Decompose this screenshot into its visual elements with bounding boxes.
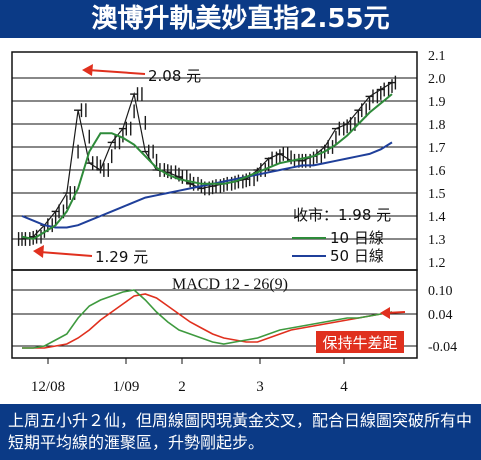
price-y-tick: 1.9 — [428, 95, 446, 110]
caption-bar: 上周五小升２仙，但周線圖閃現黃金交叉，配合日線圖突破所有中短期平均線的滙聚區，升… — [0, 404, 481, 460]
x-tick-label: 2 — [178, 379, 186, 395]
ma50-line — [21, 141, 393, 229]
low-annotation: 1.29 元 — [95, 248, 148, 266]
macd-y-tick: 0.04 — [428, 308, 453, 323]
legend-ma50-label: 50 日線 — [330, 247, 384, 265]
legend-ma10-label: 10 日線 — [330, 229, 384, 247]
price-y-tick: 1.3 — [428, 233, 446, 248]
price-y-tick: 1.5 — [428, 187, 446, 202]
price-y-tick: 1.2 — [428, 256, 446, 271]
price-y-tick: 2.1 — [428, 49, 446, 64]
title-bar: 澳博升軌美妙直指2.55元 — [0, 0, 481, 38]
price-y-tick: 1.4 — [428, 210, 446, 225]
price-series — [17, 75, 397, 246]
ma10-line — [21, 93, 393, 241]
high-arrow-shaft — [87, 69, 146, 75]
macd-series — [22, 289, 393, 349]
price-y-tick: 1.6 — [428, 164, 446, 179]
macd-badge-text: 保持牛差距 — [322, 334, 397, 352]
x-tick-label: 1/09 — [113, 379, 140, 395]
price-y-tick: 1.8 — [428, 118, 446, 133]
signal-line — [22, 293, 393, 349]
high-annotation: 2.08 元 — [148, 67, 201, 85]
x-axis-ticks: 12/08 1/09 2 3 4 — [31, 358, 348, 395]
caption-text: 上周五小升２仙，但周線圖閃現黃金交叉，配合日線圖突破所有中短期平均線的滙聚區，升… — [8, 411, 473, 452]
high-arrow-head — [82, 64, 93, 76]
price-line — [21, 82, 393, 240]
x-tick-label: 12/08 — [31, 379, 65, 395]
macd-label: MACD 12 - 26(9) — [172, 276, 288, 293]
macd-line — [22, 289, 393, 349]
x-tick-label: 4 — [340, 379, 348, 395]
x-tick-label: 3 — [256, 379, 264, 395]
macd-y-tick: 0.10 — [428, 284, 453, 299]
low-arrow-head — [33, 245, 44, 258]
price-y-tick: 1.7 — [428, 141, 446, 156]
macd-y-ticks: 0.10 0.04 -0.04 — [428, 284, 457, 355]
chart-title: 澳博升軌美妙直指2.55元 — [91, 4, 390, 34]
chart-area: 2.1 2.0 1.9 1.8 1.7 1.6 1.5 1.4 1.3 1.2 0.10 0.04 -… — [11, 49, 457, 395]
low-arrow-shaft — [39, 251, 93, 257]
close-price-label: 收市：1.98 元 — [293, 206, 391, 224]
macd-y-tick: -0.04 — [428, 340, 457, 355]
badge-arrow-head — [380, 307, 390, 319]
macd-badge — [316, 331, 404, 353]
price-y-tick: 2.0 — [428, 72, 446, 87]
price-y-ticks: 2.1 2.0 1.9 1.8 1.7 1.6 1.5 1.4 1.3 1.2 — [428, 49, 446, 271]
